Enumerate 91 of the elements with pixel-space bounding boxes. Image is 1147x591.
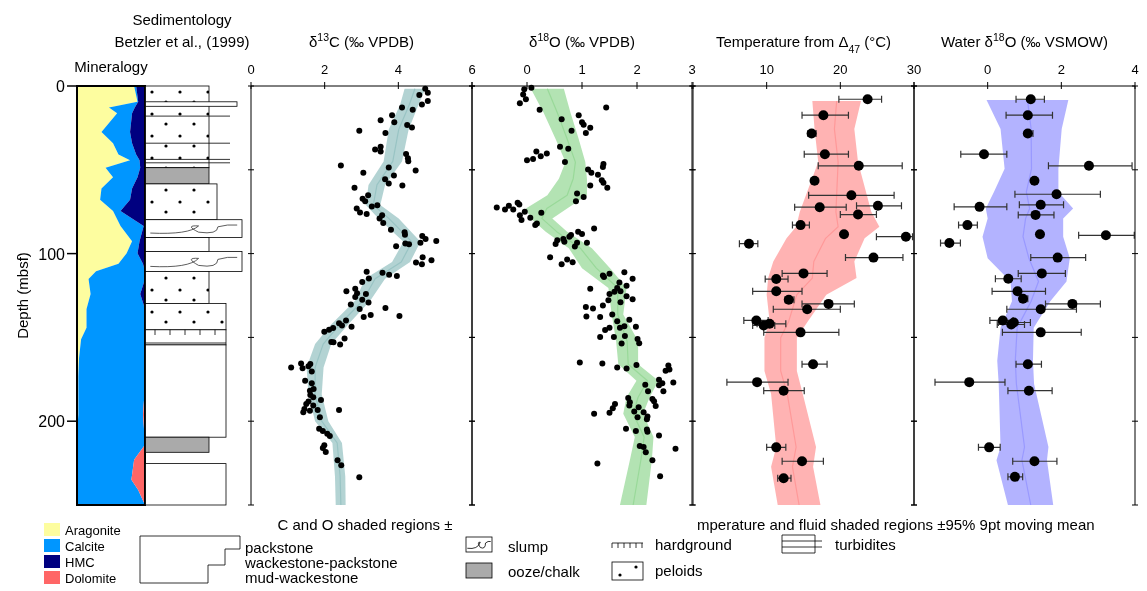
point <box>1035 199 1046 210</box>
point <box>1100 230 1111 241</box>
x-tick-label: 2 <box>1057 62 1065 77</box>
x-tick-label: 0 <box>984 62 992 77</box>
legend-label: Dolomite <box>65 571 117 586</box>
x-tick-label: 10 <box>759 62 774 77</box>
x-tick-label: 20 <box>833 62 848 77</box>
chart-title: Mineralogy <box>74 58 149 75</box>
y-tick-label: 100 <box>38 245 66 263</box>
point <box>1051 189 1062 200</box>
x-tick-label: 2 <box>321 62 329 77</box>
text: ooze/chalk <box>508 563 581 580</box>
text: turbidites <box>835 536 896 553</box>
point <box>797 456 808 467</box>
x-tick-label: 1 <box>578 62 586 77</box>
point <box>1022 359 1033 370</box>
point <box>1067 298 1078 309</box>
chart-title: δ$^{13}$C (‰ VPDB) <box>308 31 415 50</box>
point <box>771 274 782 285</box>
text: hardground <box>655 536 732 553</box>
point <box>771 286 782 297</box>
point <box>809 175 820 186</box>
legend-label: Aragonite <box>65 523 121 538</box>
text: Sedimentology <box>132 11 233 28</box>
point <box>997 315 1008 326</box>
point <box>1052 252 1063 263</box>
y-axis-title: Depth (mbsf) <box>14 252 31 339</box>
text: mperature and fluid shaded regions ±95% 9pt moving mean <box>697 516 1095 533</box>
x-tick-label: 4 <box>1131 62 1139 77</box>
point <box>1029 456 1040 467</box>
chart-title: δ$^{18}$O (‰ VPDB) <box>529 31 635 50</box>
point <box>868 252 879 263</box>
point <box>978 149 989 160</box>
text: packstone <box>245 539 314 556</box>
point <box>819 149 830 160</box>
point <box>964 377 975 388</box>
point <box>1083 160 1094 171</box>
point <box>944 238 955 249</box>
point <box>818 110 829 121</box>
point <box>974 201 985 212</box>
point <box>846 190 857 201</box>
point <box>795 220 806 231</box>
x-tick-label: 0 <box>523 62 531 77</box>
point <box>1036 268 1047 279</box>
chart-title: Temperature from Δ$_{47}$ (°C) <box>715 33 892 55</box>
point <box>778 385 789 396</box>
y-tick-label: 200 <box>38 413 66 431</box>
x-tick-label: 30 <box>906 62 922 77</box>
point <box>962 220 973 231</box>
point <box>1022 110 1033 121</box>
point <box>808 359 819 370</box>
point <box>764 318 775 329</box>
point <box>743 238 754 249</box>
point <box>1034 229 1045 240</box>
y-tick-label: 0 <box>56 78 66 95</box>
point <box>1003 273 1014 284</box>
text: C and O shaded regions ± <box>277 516 453 533</box>
point <box>1009 471 1020 482</box>
point <box>853 209 864 220</box>
point <box>872 200 883 211</box>
point <box>1035 327 1046 338</box>
point <box>1023 385 1034 396</box>
point <box>862 94 873 105</box>
point <box>1025 94 1036 105</box>
point <box>853 160 864 171</box>
x-tick-label: 2 <box>633 62 641 77</box>
chart-title: Water δ$^{18}$O (‰ VSMOW) <box>941 31 1108 50</box>
x-tick-label: 3 <box>688 62 696 77</box>
point <box>798 268 809 279</box>
point <box>1029 175 1040 186</box>
point <box>814 202 825 213</box>
point <box>900 231 911 242</box>
text: peloids <box>655 562 703 579</box>
point <box>771 442 782 453</box>
text: slump <box>508 538 549 555</box>
text: Betzler et al., (1999) <box>114 33 250 50</box>
point <box>752 377 763 388</box>
x-tick-label: 0 <box>247 62 255 77</box>
point <box>1012 286 1023 297</box>
point <box>1030 209 1041 220</box>
point <box>802 304 813 315</box>
point <box>751 315 762 326</box>
x-tick-label: 6 <box>468 62 476 77</box>
x-tick-label: 4 <box>394 62 402 77</box>
legend-label: Calcite <box>65 539 105 554</box>
point <box>823 298 834 309</box>
point <box>839 229 850 240</box>
point <box>1035 304 1046 315</box>
point <box>984 442 995 453</box>
legend-label: HMC <box>65 555 95 570</box>
point <box>795 327 806 338</box>
